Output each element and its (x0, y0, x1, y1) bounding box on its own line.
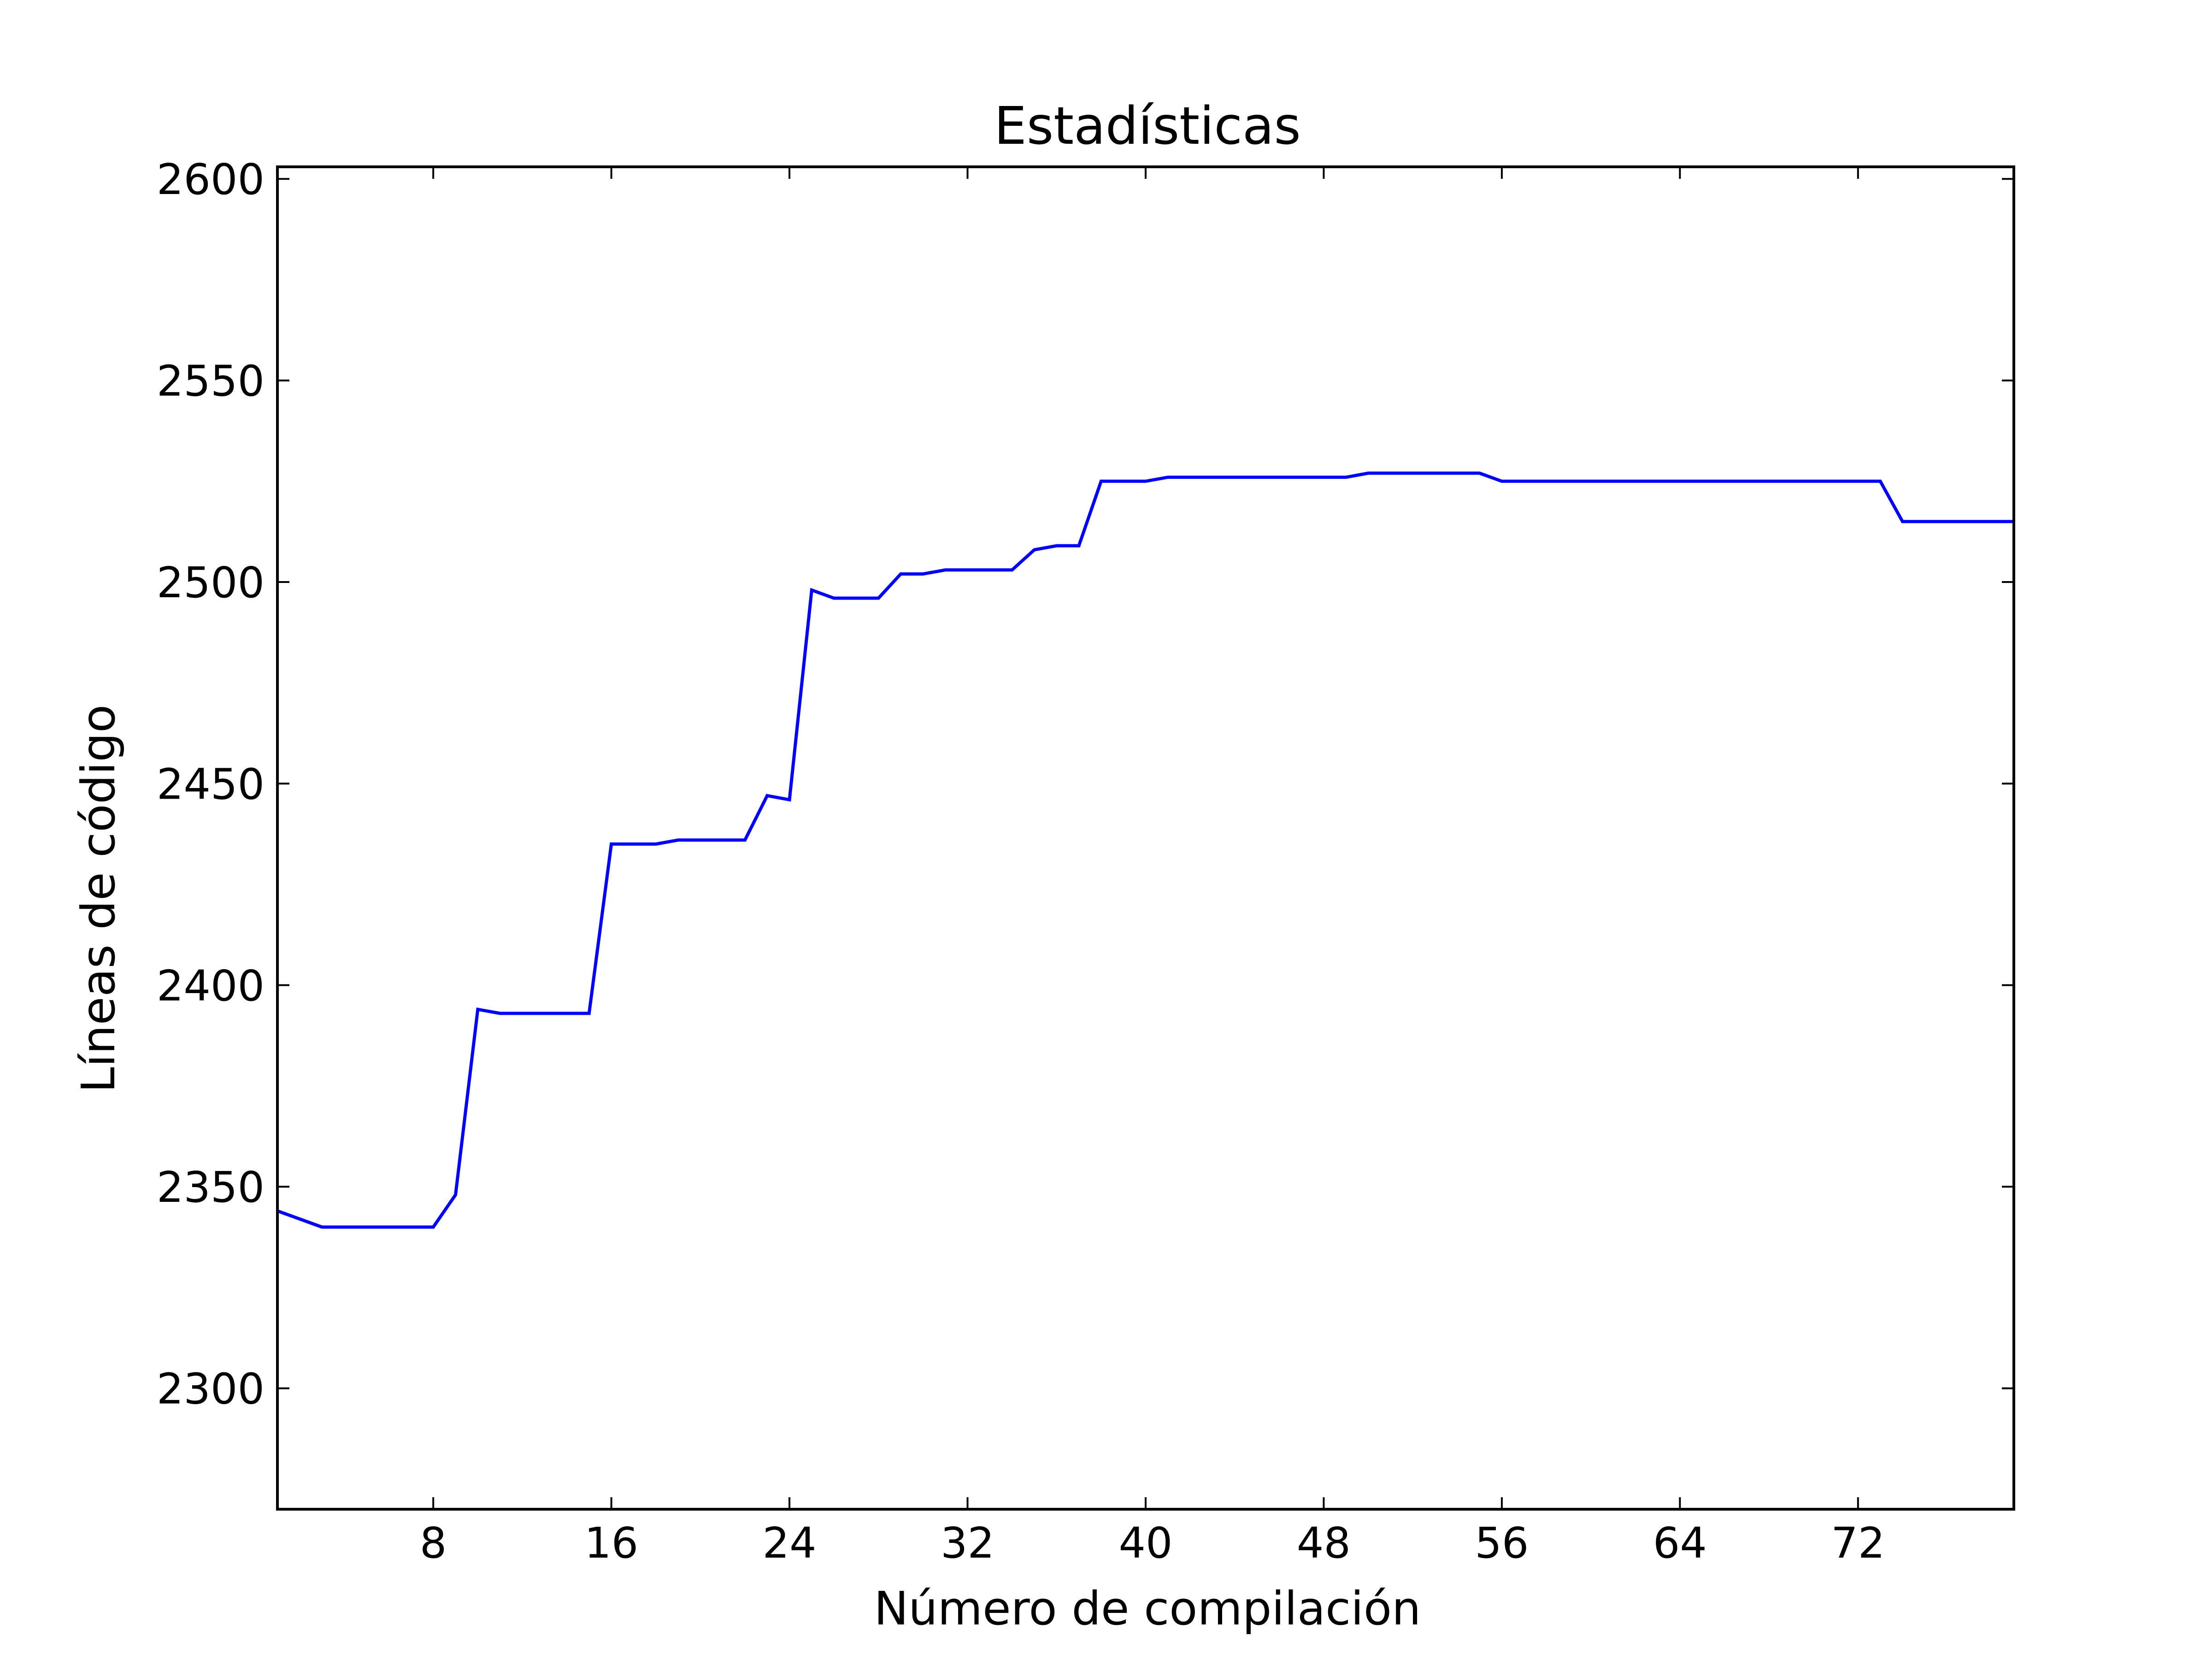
y-tick-label: 2350 (157, 1163, 265, 1212)
x-tick-label: 24 (763, 1518, 817, 1568)
plot-frame (276, 165, 2015, 1511)
y-tick-label: 2550 (157, 357, 265, 406)
y-tick-label: 2300 (157, 1365, 265, 1414)
chart-title: Estadísticas (994, 96, 1301, 156)
x-tick-label: 16 (584, 1518, 638, 1568)
y-tick-label: 2450 (157, 759, 265, 809)
x-tick-label: 8 (420, 1518, 447, 1568)
series-line (276, 471, 2014, 1229)
x-tick-label: 64 (1653, 1518, 1707, 1568)
y-axis-title: Líneas de código (71, 705, 125, 1093)
x-tick-label: 56 (1475, 1518, 1529, 1568)
x-tick-label: 72 (1831, 1518, 1885, 1568)
y-tick-label: 2600 (157, 155, 265, 204)
plot-area: 8 16 24 32 40 48 56 64 72 2300 2350 2400 2450 2500 255… (157, 155, 2015, 1568)
y-tick-label: 2500 (157, 558, 265, 607)
x-tick-label: 40 (1118, 1518, 1172, 1568)
x-axis-title: Número de compilación (874, 1582, 1421, 1635)
x-tick-label: 48 (1297, 1518, 1351, 1568)
x-tick-label: 32 (941, 1518, 994, 1568)
y-tick-label: 2400 (157, 961, 265, 1011)
